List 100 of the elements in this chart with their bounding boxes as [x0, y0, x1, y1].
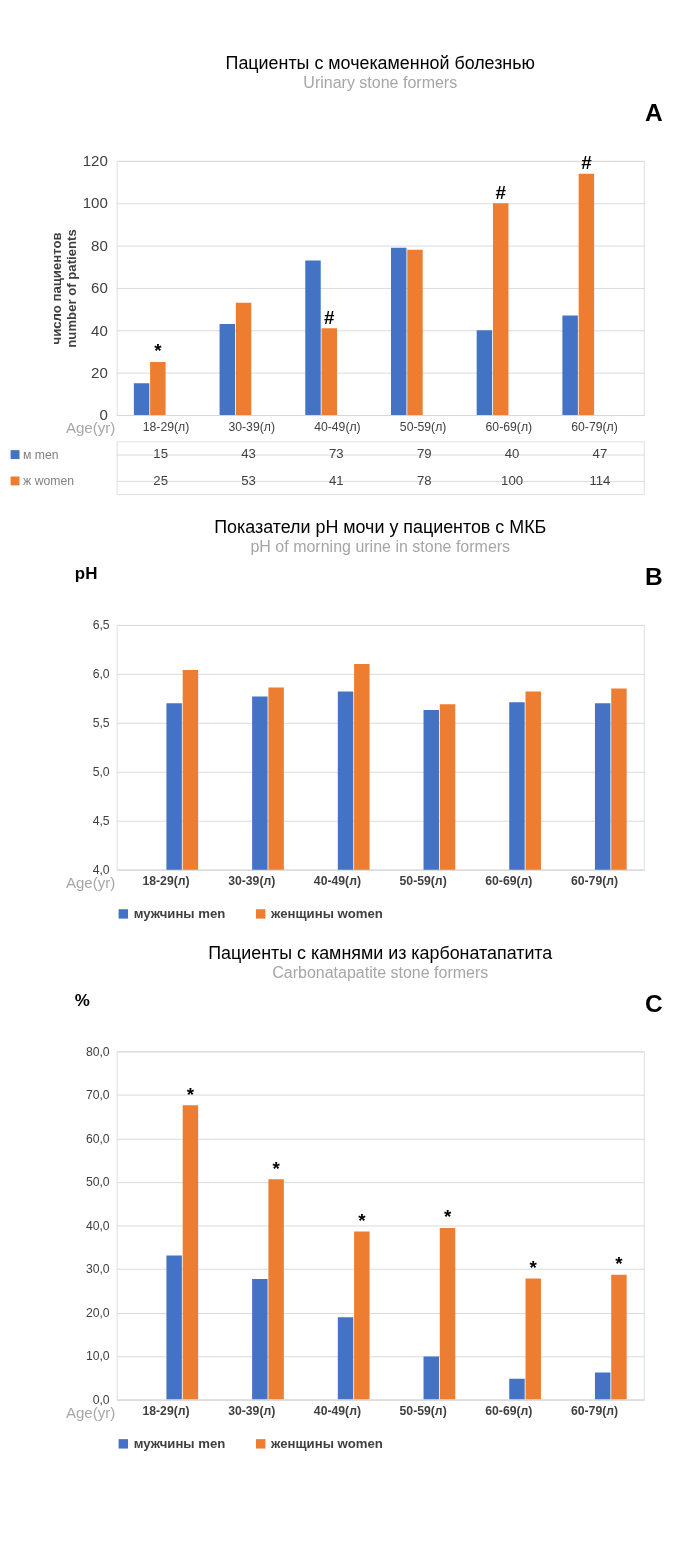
x-tick-label: 40-49(л) — [313, 1404, 361, 1419]
y-tick-label: 60 — [91, 279, 108, 297]
data-label: 73 — [329, 446, 344, 462]
text: A — [644, 99, 663, 127]
bar — [594, 1372, 611, 1400]
data-label: 15 — [153, 446, 168, 462]
bar — [166, 1255, 182, 1400]
y-tick-label: 6,0 — [92, 667, 110, 682]
chart-subtitle: Carbonatapatite stone formers — [272, 963, 489, 981]
x-tick-label: 60-79(л) — [571, 419, 618, 434]
x-axis-title: Age(yr) — [65, 874, 116, 892]
chart-title: Показатели pH мочи у пациентов с МКБ — [214, 516, 547, 537]
y-tick-label: 5,5 — [92, 716, 110, 731]
x-tick-label: 18-29(л) — [142, 1404, 190, 1419]
y-tick-label: 80,0 — [85, 1044, 110, 1059]
data-label: 100 — [501, 472, 524, 488]
y-tick-label: 30,0 — [85, 1262, 110, 1277]
x-tick-label: 50-59(л) — [399, 1404, 447, 1419]
x-tick-label: 60-79(л) — [570, 874, 619, 889]
legend-label: м men — [23, 447, 59, 462]
y-tick-label: 50,0 — [85, 1175, 110, 1190]
bar — [235, 302, 252, 416]
data-label: * — [443, 1206, 452, 1228]
x-tick-label: 40-49(л) — [314, 419, 361, 434]
y-axis-title: pH — [74, 564, 98, 584]
bar — [133, 383, 150, 416]
x-tick-label: 40-49(л) — [313, 874, 361, 889]
y-tick-label: 10,0 — [85, 1349, 110, 1364]
chart-subtitle: pH of morning urine in stone formers — [250, 537, 511, 555]
bar — [337, 1317, 354, 1400]
legend-label: ж women — [23, 474, 75, 489]
text: B — [644, 563, 663, 591]
data-label: * — [615, 1252, 624, 1274]
bar — [219, 323, 236, 416]
bar — [150, 362, 166, 416]
y-tick-label: 20,0 — [85, 1305, 110, 1320]
x-tick-label: 30-39(л) — [228, 419, 275, 434]
text: C — [644, 989, 663, 1017]
bar — [611, 1274, 627, 1400]
data-label: 114 — [589, 472, 611, 488]
y-tick-label: 70,0 — [85, 1088, 110, 1103]
x-tick-label: 18-29(л) — [142, 419, 190, 434]
annotation: # — [324, 306, 336, 328]
data-label: * — [358, 1209, 367, 1231]
y-axis-title: % — [74, 990, 90, 1010]
x-tick-label: 60-69(л) — [485, 1404, 533, 1419]
bar — [562, 315, 578, 416]
data-label: 53 — [241, 472, 256, 488]
annotation: # — [581, 151, 593, 173]
bar — [252, 1279, 268, 1400]
data-label: 47 — [592, 446, 608, 462]
data-label: 43 — [241, 446, 256, 462]
data-label: 79 — [416, 446, 432, 462]
legend-label: женщины women — [270, 905, 383, 921]
bar — [321, 328, 338, 416]
bar — [423, 1356, 439, 1400]
y-tick-label: 5,0 — [92, 765, 110, 780]
chart-subtitle: Urinary stone formers — [303, 73, 458, 91]
bar — [268, 1179, 284, 1400]
bar — [390, 247, 407, 416]
bar — [182, 1105, 199, 1400]
bar — [354, 1231, 370, 1400]
y-tick-label: 0,0 — [92, 1392, 110, 1407]
annotation: * — [154, 340, 163, 362]
legend-label: женщины women — [270, 1435, 383, 1451]
y-tick-label: 40 — [91, 321, 108, 339]
y-tick-label: 6,5 — [92, 618, 110, 633]
x-tick-label: 60-79(л) — [570, 1404, 619, 1419]
y-tick-label: 4,0 — [92, 862, 110, 877]
y-tick-label: 80 — [91, 236, 108, 254]
data-label: 41 — [329, 472, 344, 488]
legend-label: мужчины men — [133, 905, 226, 921]
bar — [476, 330, 493, 416]
bar — [439, 1228, 456, 1400]
x-tick-label: 50-59(л) — [399, 874, 447, 889]
data-label: 25 — [153, 472, 168, 488]
x-tick-label: 50-59(л) — [399, 419, 447, 434]
data-label: 78 — [416, 472, 432, 488]
data-label: * — [529, 1256, 538, 1278]
x-tick-label: 60-69(л) — [485, 874, 533, 889]
legend-label: мужчины men — [133, 1435, 226, 1451]
bar — [525, 1278, 541, 1400]
bar — [492, 203, 509, 416]
data-label: * — [186, 1083, 195, 1105]
bar — [578, 173, 595, 416]
data-label: * — [272, 1157, 281, 1179]
chart-title: Пациенты с камнями из карбонатапатита — [208, 943, 553, 964]
bar — [407, 249, 423, 416]
annotation: # — [495, 181, 507, 203]
bar — [509, 1378, 525, 1400]
x-tick-label: 18-29(л) — [142, 874, 190, 889]
bar — [305, 260, 321, 416]
y-tick-label: 60,0 — [85, 1131, 110, 1146]
y-tick-label: 120 — [82, 152, 108, 170]
x-tick-label: 30-39(л) — [228, 1404, 276, 1419]
y-axis-title: число пациентов number of patients — [49, 229, 80, 348]
y-tick-label: 4,5 — [92, 813, 110, 828]
data-label: 40 — [504, 446, 520, 462]
y-tick-label: 40,0 — [85, 1218, 110, 1233]
y-tick-label: 20 — [91, 363, 108, 381]
